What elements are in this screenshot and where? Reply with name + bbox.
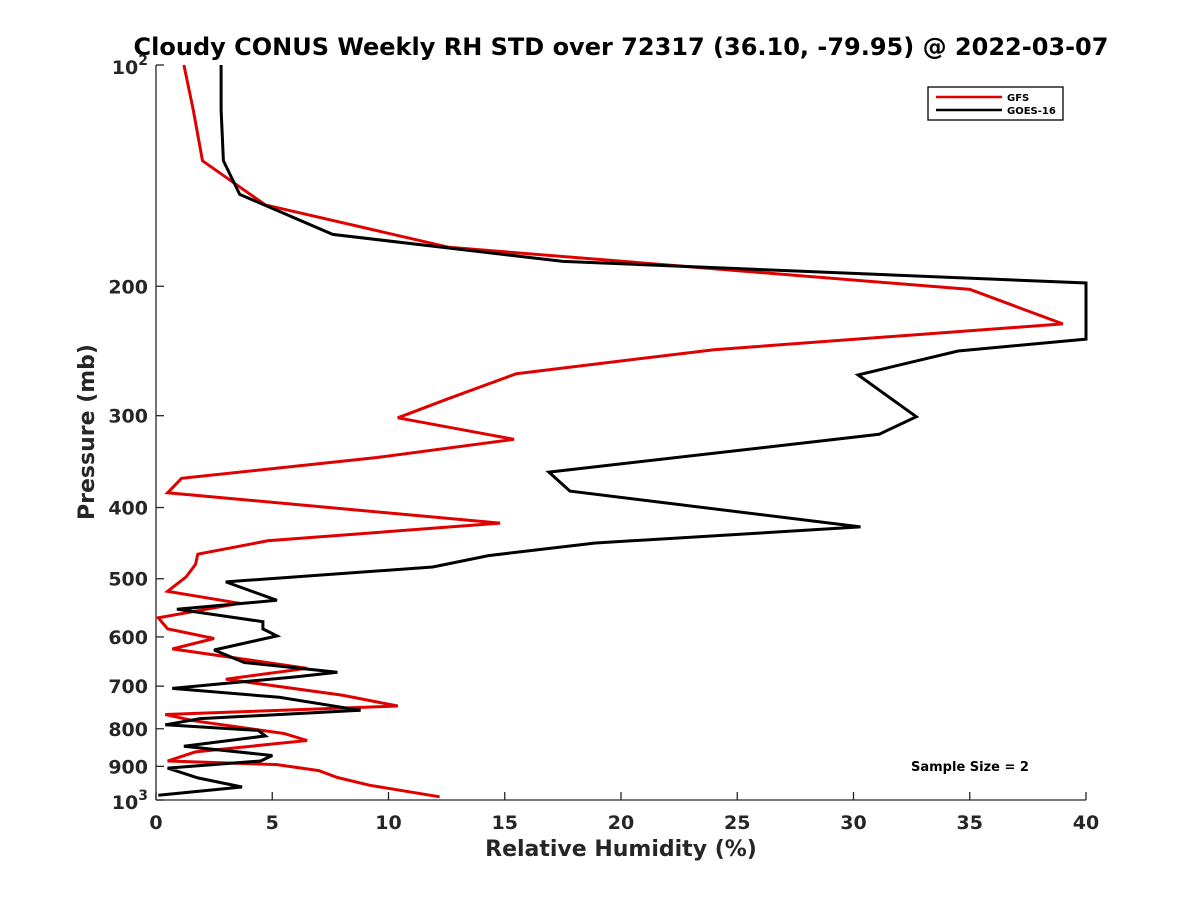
x-tick-label: 5 [266, 812, 279, 834]
chart-title: Cloudy CONUS Weekly RH STD over 72317 (3… [134, 33, 1109, 61]
y-tick-label: 103 [112, 788, 148, 814]
x-tick-label: 10 [375, 812, 401, 834]
y-tick-label: 500 [108, 569, 148, 591]
y-axis-label: Pressure (mb) [75, 344, 100, 520]
y-tick-label: 600 [108, 627, 148, 649]
legend-label-gfs: GFS [1007, 93, 1029, 104]
legend-box [927, 86, 1064, 121]
x-axis-label: Relative Humidity (%) [485, 837, 757, 862]
y-tick-label: 102 [112, 53, 148, 79]
legend-label-goes-16: GOES-16 [1007, 106, 1056, 117]
y-tick-label: 700 [108, 676, 148, 698]
y-tick-label: 800 [108, 719, 148, 741]
legend: GFS GOES-16 [927, 86, 1064, 121]
x-tick-label: 20 [608, 812, 634, 834]
y-tick-label: 300 [108, 406, 148, 428]
series-lines [155, 64, 1088, 799]
series-line-goes-16 [158, 65, 1088, 797]
series-line-gfs [155, 64, 1064, 799]
x-tick-label: 30 [840, 812, 866, 834]
x-tick-label: 25 [724, 812, 750, 834]
x-tick-label: 15 [492, 812, 518, 834]
y-tick-label: 400 [108, 498, 148, 520]
y-tick-label: 200 [108, 276, 148, 298]
y-tick-label: 900 [108, 756, 148, 778]
sample-size-annotation: Sample Size = 2 [911, 760, 1029, 775]
x-tick-label: 0 [149, 812, 162, 834]
x-tick-label: 40 [1073, 812, 1099, 834]
ticks: 0 5 10 15 20 25 30 35 40 102 200 300 400 500 600 700 800… [108, 53, 1099, 834]
x-tick-label: 35 [957, 812, 983, 834]
